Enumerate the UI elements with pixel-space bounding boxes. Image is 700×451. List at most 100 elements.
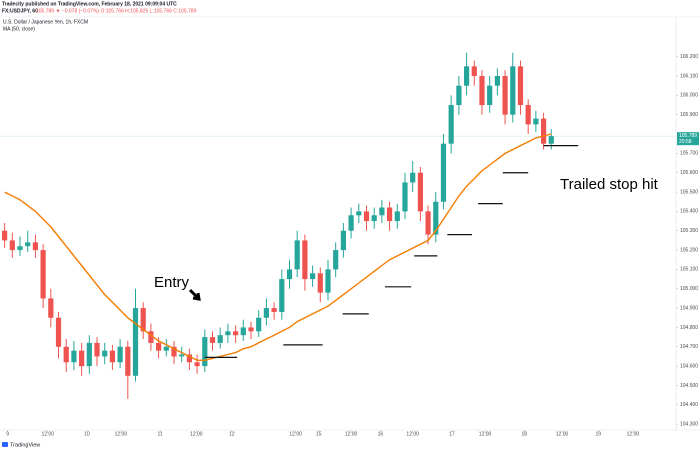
candle-body [333,250,339,270]
candle-body [425,211,431,235]
candle-body [325,269,331,293]
x-tick-label: 15 [316,431,322,437]
candle-body [117,346,123,363]
candle-body [479,76,485,106]
candle-body [125,346,131,376]
x-tick-label: 17 [449,431,455,437]
brand-text: TradingView [10,442,40,448]
quote: 105.789 ▼ −0.078 (−0.07%) O:105.766 H:10… [36,8,197,14]
y-tick-label: 105.900 [680,112,698,118]
candle-body [533,118,539,125]
candle-body [433,201,439,235]
x-tick-label: 12:00 [345,431,358,437]
candle-body [263,308,269,318]
brand-logo: TradingView [2,442,40,448]
y-tick-label: 104.300 [680,421,698,427]
candle-body [410,172,416,183]
y-tick-label: 106.200 [680,54,698,60]
x-tick-label: 12:00 [190,431,203,437]
candle-body [487,85,493,106]
candle-body [71,350,77,363]
x-tick-label: 12:00 [289,431,302,437]
y-tick-label: 105.300 [680,228,698,234]
candle-body [194,362,200,367]
candle-body [386,207,393,222]
candle-body [286,269,293,280]
y-tick-label: 106.100 [680,73,698,79]
candle-body [171,346,177,357]
candle-body [240,327,246,336]
y-tick-label: 104.500 [680,383,698,389]
candle-body [17,246,23,251]
y-tick-label: 105.100 [680,267,698,273]
candle-body [140,308,146,332]
x-tick-label: 12:00 [406,431,419,437]
candle-body [548,136,554,144]
candle-body [294,240,300,270]
y-tick-label: 105.400 [680,209,698,215]
candle-body [202,337,208,367]
candle-body [471,66,477,77]
publisher: Tradecity published on TradingView.com, … [2,1,177,7]
chart-title: U.S. Dollar / Japanese Yen, 1h, FXCM [3,19,88,25]
candle-body [340,230,346,251]
x-tick-label: 12:00 [627,431,640,437]
candle-body [86,342,92,367]
y-tick-label: 106.000 [680,93,698,99]
y-tick-label: 104.400 [680,402,698,408]
candle-body [309,273,316,280]
candle-body [394,211,400,222]
x-tick-label: 12:00 [479,431,492,437]
candle-body [225,331,231,336]
symbol: FX:USDJPY, 60 [2,8,38,14]
x-tick-label: 12:00 [115,431,128,437]
candle-body [302,240,308,280]
candle-body [525,105,531,125]
candle-body [109,350,116,363]
candle-body [48,298,54,318]
candle-body [494,76,500,86]
candle-body [540,118,547,144]
candle-body [510,66,516,115]
candle-body [163,346,169,351]
y-tick-label: 104.800 [680,325,698,331]
x-tick-label: 10 [84,431,90,437]
stop-annotation: Trailed stop hit [560,176,659,193]
candle-body [440,143,447,202]
candle-body [232,331,239,336]
candle-body [63,346,69,363]
entry-arrow [188,288,201,301]
x-tick-label: 9 [6,431,9,437]
candle-body [348,215,354,231]
candle-body [463,66,470,86]
countdown-label: 20:58 [679,139,692,145]
candle-body [102,350,108,357]
candle-body [279,279,285,312]
last-price-box [677,132,699,146]
candle-body [209,337,216,343]
candle-body [55,317,62,347]
candle-body [271,308,277,312]
x-tick-label: 16 [378,431,384,437]
y-tick-label: 105.600 [680,170,698,176]
candle-body [402,182,408,212]
candle-body [248,327,254,332]
brand-icon [2,442,8,447]
candle-body [448,105,454,144]
candle-body [32,242,39,251]
candle-body [456,85,462,106]
candle-body [417,172,423,212]
candle-body [217,335,223,343]
candle-body [94,342,100,357]
candle-body [379,207,385,216]
x-tick-label: 12:00 [556,431,569,437]
candle-body [132,308,139,376]
indicator-legend: MA (50, close) [3,26,35,32]
candle-body [256,317,262,332]
candle-body [156,342,162,351]
y-tick-label: 104.600 [680,363,698,369]
x-tick-label: 19 [595,431,601,437]
candle-body [25,242,31,247]
y-tick-label: 104.700 [680,344,698,350]
